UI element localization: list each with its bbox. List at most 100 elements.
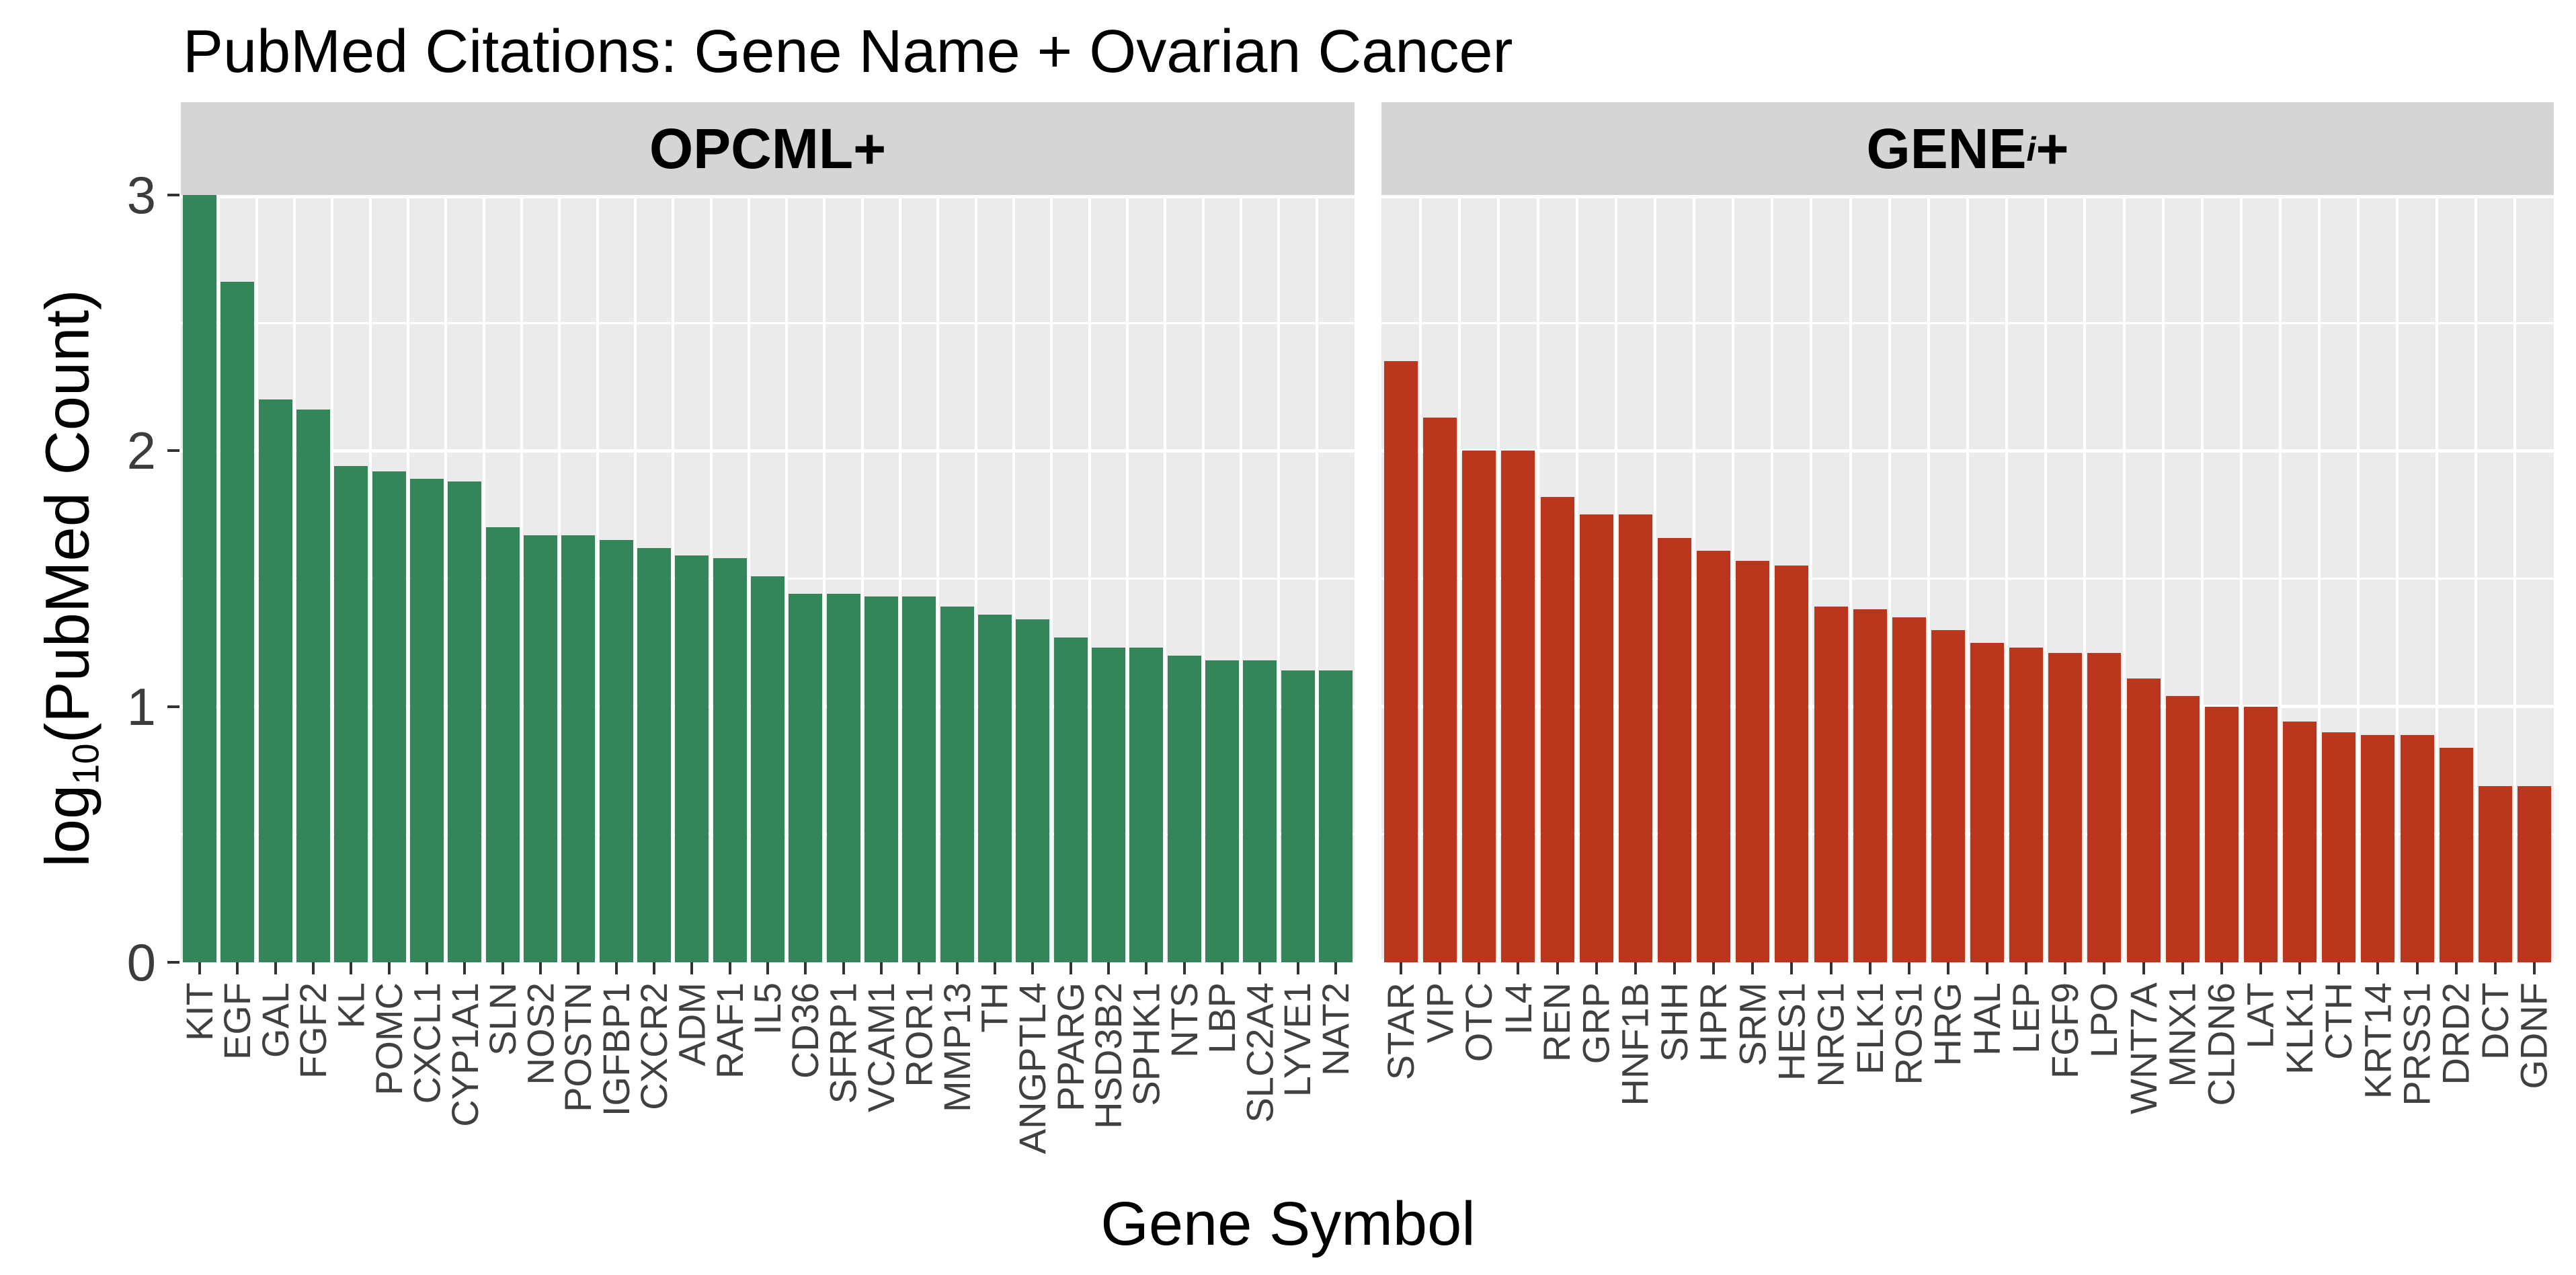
x-tick [653,962,656,974]
bar-CXCL1 [410,479,444,962]
bar-DCT [2478,785,2512,962]
column-separator [255,195,258,962]
gridline-minor [181,321,1355,324]
x-axis-label: HES1 [1770,982,1813,1081]
y-tick [167,449,179,453]
bar-NOS2 [524,535,558,962]
column-separator [1927,195,1930,962]
x-axis-label: CXCL1 [405,982,448,1104]
bar-SHH [1658,537,1691,962]
bar-REN [1540,496,1574,962]
gridline-major [181,195,1355,198]
x-tick [2415,962,2419,974]
x-tick [198,962,202,974]
column-separator [974,195,977,962]
bar-WNT7A [2126,678,2161,962]
x-tick [2259,962,2262,974]
x-tick [1400,962,1403,974]
x-axis-label: POMC [367,982,410,1095]
x-axis-label: IL4 [1496,982,1539,1035]
bar-IGFBP1 [599,540,633,962]
x-tick [1220,962,1223,974]
y-tick-label: 0 [126,933,156,992]
x-axis-label: SFRP1 [821,982,864,1104]
column-separator [1201,195,1205,962]
x-axis-label: KRT14 [2356,982,2399,1099]
gridline-major [181,449,1355,453]
x-tick [463,962,467,974]
x-tick [918,962,921,974]
facet-strip-label-subscript: i [2026,129,2036,168]
bar-MMP13 [940,607,974,962]
x-axis-label: NTS [1162,982,1205,1058]
x-tick [236,962,239,974]
column-separator [1050,195,1053,962]
facet-strip-label: GENE [1866,116,2027,180]
x-tick [2142,962,2145,974]
x-axis-label: LBP [1200,982,1243,1054]
x-axis-label: ELK1 [1848,982,1891,1075]
bar-KLK1 [2283,722,2317,962]
x-tick [1517,962,1520,974]
column-separator [1088,195,1091,962]
column-separator [558,195,561,962]
bar-LEP [2009,648,2044,962]
column-separator [860,195,864,962]
x-tick [842,962,845,974]
x-axis-label: DRD2 [2434,982,2477,1085]
y-axis-title-rest: (PubMed Count) [33,289,102,744]
x-axis-label: STAR [1379,982,1422,1081]
y-tick [167,705,179,708]
bar-STAR [1384,361,1418,962]
column-separator [2396,195,2399,962]
bar-ADM [675,555,709,962]
column-separator [1653,195,1656,962]
bar-LPO [2087,652,2122,962]
x-axis-label: CYP1A1 [443,982,486,1127]
column-separator [1458,195,1461,962]
bar-CYP1A1 [448,481,482,962]
column-separator [672,195,675,962]
x-axis-label: SLN [481,982,524,1056]
bar-KIT [183,195,217,962]
bar-HRG [1931,629,1965,962]
x-tick [1829,962,1833,974]
bar-GAL [258,399,292,962]
x-tick [1907,962,1910,974]
column-separator [1732,195,1735,962]
x-tick [1986,962,1989,974]
bar-SPHK1 [1129,648,1164,962]
column-separator [823,195,826,962]
x-tick [1031,962,1035,974]
column-separator [1277,195,1281,962]
x-axis-label: PRSS1 [2395,982,2438,1106]
x-tick [2025,962,2028,974]
x-axis-label: TH [973,982,1016,1033]
x-tick [2298,962,2302,974]
column-separator [633,195,637,962]
x-axis-label: KIT [178,982,221,1042]
bar-MNX1 [2165,696,2200,962]
y-tick-label: 3 [126,165,156,225]
bar-OTC [1462,451,1496,962]
x-tick [312,962,315,974]
bar-POSTN [561,535,596,962]
column-separator [217,195,220,962]
x-tick [1790,962,1794,974]
bar-PRSS1 [2400,734,2434,962]
x-tick [1868,962,1871,974]
x-tick [2376,962,2380,974]
y-tick [167,961,179,964]
column-separator [2474,195,2477,962]
column-separator [1771,195,1774,962]
x-tick [577,962,580,974]
x-axis-label: SHH [1653,982,1695,1062]
column-separator [1966,195,1969,962]
x-axis-label: HPR [1692,982,1735,1062]
x-tick [2220,962,2223,974]
bar-SRM [1736,560,1770,962]
x-axis-label: EGF [216,982,259,1060]
column-separator [1536,195,1539,962]
column-separator [2239,195,2243,962]
x-axis-label: HRG [1926,982,1969,1067]
